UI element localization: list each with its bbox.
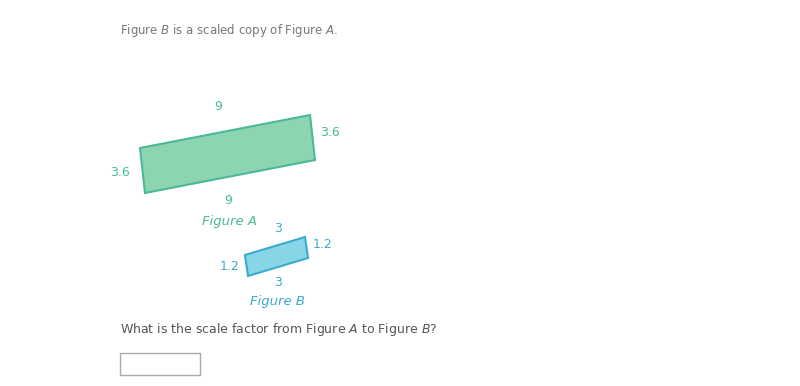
- Polygon shape: [245, 237, 308, 276]
- Text: Figure B: Figure B: [250, 295, 306, 308]
- Text: Figure A: Figure A: [202, 215, 258, 228]
- Polygon shape: [140, 115, 315, 193]
- Text: 3.6: 3.6: [110, 166, 130, 178]
- Text: 1.2: 1.2: [313, 239, 333, 252]
- Text: 3.6: 3.6: [320, 127, 340, 139]
- Text: What is the scale factor from Figure $A$ to Figure $B$?: What is the scale factor from Figure $A$…: [120, 322, 438, 339]
- Text: 9: 9: [214, 100, 222, 113]
- Text: 9: 9: [224, 193, 232, 207]
- FancyBboxPatch shape: [120, 353, 200, 375]
- Text: 3: 3: [274, 276, 282, 288]
- Text: 1.2: 1.2: [220, 261, 240, 274]
- Text: Figure $B$ is a scaled copy of Figure $A$.: Figure $B$ is a scaled copy of Figure $A…: [120, 22, 338, 39]
- Text: 3: 3: [274, 222, 282, 235]
